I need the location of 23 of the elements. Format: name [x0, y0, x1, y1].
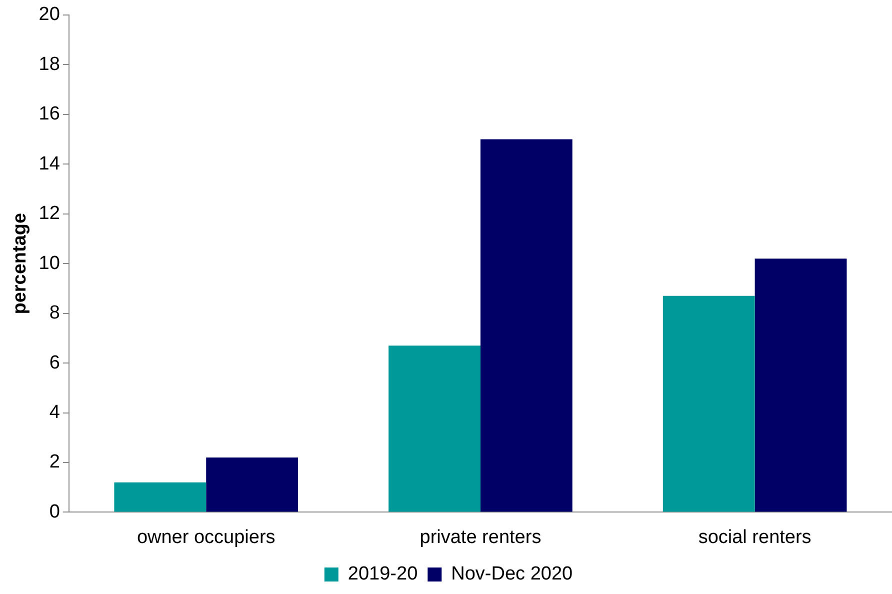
x-tick-label: private renters	[420, 526, 542, 548]
bar	[754, 258, 847, 512]
bar	[114, 482, 206, 512]
bar	[206, 458, 298, 512]
bar	[388, 346, 480, 512]
bar	[480, 139, 572, 512]
y-tick-label: 14	[38, 153, 60, 174]
y-axis-title: percentage	[10, 212, 31, 314]
y-tick-label: 18	[38, 54, 60, 75]
y-tick-label: 6	[49, 352, 60, 374]
y-tick-label: 2	[49, 452, 60, 473]
y-tick-label: 10	[38, 252, 60, 274]
y-tick-label: 20	[38, 4, 60, 26]
legend-label: Nov-Dec 2020	[451, 564, 573, 585]
y-tick-label: 4	[49, 402, 60, 423]
bar	[662, 296, 755, 512]
x-tick-label: social renters	[698, 526, 812, 548]
y-tick-label: 16	[38, 104, 60, 125]
x-tick-label: owner occupiers	[136, 526, 276, 548]
y-tick-label: 12	[38, 203, 60, 224]
y-tick-label: 0	[49, 501, 60, 522]
y-tick-label: 8	[49, 302, 60, 324]
legend-label: 2019-20	[348, 564, 418, 585]
